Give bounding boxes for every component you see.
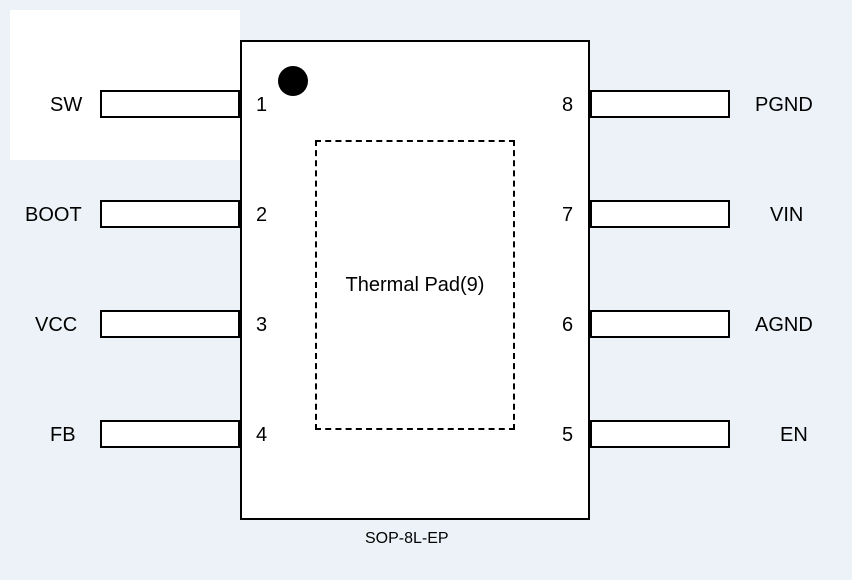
- pin-lead-6: [590, 310, 730, 338]
- pin-lead-2: [100, 200, 240, 228]
- pin-num-3: 3: [256, 314, 267, 337]
- thermal-pad: Thermal Pad(9): [315, 140, 515, 430]
- pin-num-5: 5: [562, 424, 573, 447]
- pin-num-2: 2: [256, 204, 267, 227]
- pin-label-boot: BOOT: [25, 204, 82, 227]
- pin-lead-5: [590, 420, 730, 448]
- pin-label-en: EN: [780, 424, 808, 447]
- pin1-dot-icon: [278, 66, 308, 96]
- bg-patch: [10, 10, 240, 160]
- pin-lead-4: [100, 420, 240, 448]
- pin-label-fb: FB: [50, 424, 76, 447]
- pin-lead-8: [590, 90, 730, 118]
- pin-num-4: 4: [256, 424, 267, 447]
- thermal-pad-label: Thermal Pad(9): [346, 274, 485, 297]
- pin-lead-7: [590, 200, 730, 228]
- pin-label-pgnd: PGND: [755, 94, 813, 117]
- pin-lead-1: [100, 90, 240, 118]
- pin-lead-3: [100, 310, 240, 338]
- pin-num-8: 8: [562, 94, 573, 117]
- pin-label-vin: VIN: [770, 204, 803, 227]
- pin-label-vcc: VCC: [35, 314, 77, 337]
- pin-num-6: 6: [562, 314, 573, 337]
- pin-label-sw: SW: [50, 94, 82, 117]
- pin-num-7: 7: [562, 204, 573, 227]
- pin-label-agnd: AGND: [755, 314, 813, 337]
- package-label: SOP-8L-EP: [365, 530, 449, 548]
- pin-num-1: 1: [256, 94, 267, 117]
